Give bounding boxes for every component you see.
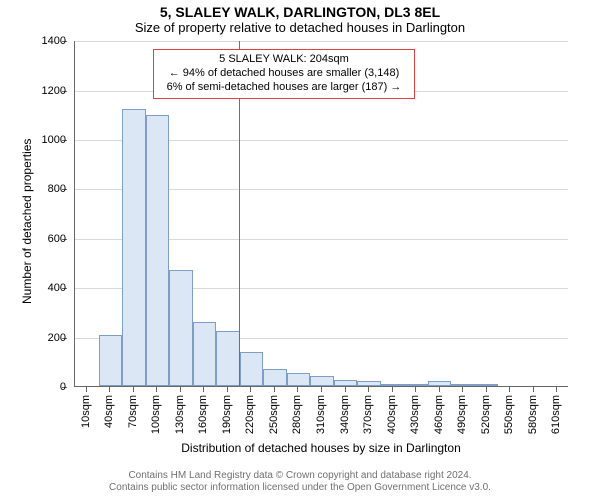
y-tick-label: 1200	[42, 85, 66, 97]
x-tick-label: 310sqm	[315, 395, 327, 434]
histogram-bar	[287, 373, 311, 387]
footer-line-2: Contains public sector information licen…	[0, 482, 600, 494]
x-tick-label: 580sqm	[527, 395, 539, 434]
callout-line: 6% of semi-detached houses are larger (1…	[160, 81, 408, 95]
histogram-bar	[334, 380, 358, 386]
x-axis-label: Distribution of detached houses by size …	[74, 441, 568, 455]
page-title: 5, SLALEY WALK, DARLINGTON, DL3 8EL	[0, 0, 600, 20]
x-tick-label: 10sqm	[80, 395, 92, 428]
histogram-bar	[146, 115, 170, 386]
histogram-bar	[475, 384, 499, 386]
y-tick-label: 0	[60, 381, 66, 393]
x-tick-label: 340sqm	[339, 395, 351, 434]
x-tick-label: 70sqm	[127, 395, 139, 428]
x-tick-label: 460sqm	[433, 395, 445, 434]
histogram-bar	[216, 331, 240, 387]
x-tick-label: 280sqm	[291, 395, 303, 434]
histogram-bar	[99, 335, 123, 386]
histogram-bar	[169, 270, 193, 386]
histogram-bar	[193, 322, 217, 386]
histogram-bar	[428, 381, 452, 386]
plot: 5 SLALEY WALK: 204sqm← 94% of detached h…	[74, 41, 568, 387]
y-tick-label: 400	[48, 282, 66, 294]
x-tick-label: 430sqm	[409, 395, 421, 434]
x-tick-label: 490sqm	[456, 395, 468, 434]
y-tick-label: 800	[48, 183, 66, 195]
gridline	[75, 41, 568, 42]
histogram-bar	[404, 384, 428, 386]
histogram-bar	[310, 376, 334, 386]
histogram-bar	[381, 384, 405, 386]
histogram-bar	[263, 369, 287, 386]
x-tick-label: 100sqm	[150, 395, 162, 434]
footer-line-1: Contains HM Land Registry data © Crown c…	[0, 470, 600, 482]
y-axis-label: Number of detached properties	[20, 139, 34, 304]
callout-title: 5 SLALEY WALK: 204sqm	[160, 53, 408, 67]
histogram-bar	[451, 384, 475, 386]
x-tick-label: 250sqm	[268, 395, 280, 434]
histogram-bar	[357, 381, 381, 386]
x-tick-label: 160sqm	[197, 395, 209, 434]
chart-area: Number of detached properties 0200400600…	[74, 41, 600, 387]
callout-box: 5 SLALEY WALK: 204sqm← 94% of detached h…	[153, 49, 415, 99]
x-tick-label: 550sqm	[503, 395, 515, 434]
callout-line: ← 94% of detached houses are smaller (3,…	[160, 67, 408, 81]
x-tick-label: 520sqm	[480, 395, 492, 434]
x-tick-label: 220sqm	[244, 395, 256, 434]
y-tick-label: 600	[48, 233, 66, 245]
page-subtitle: Size of property relative to detached ho…	[0, 20, 600, 35]
page: { "header": { "title": "5, SLALEY WALK, …	[0, 0, 600, 500]
histogram-bar	[240, 352, 264, 387]
x-tick-label: 190sqm	[221, 395, 233, 434]
x-tick-label: 40sqm	[103, 395, 115, 428]
x-tick-label: 370sqm	[362, 395, 374, 434]
y-tick-label: 200	[48, 332, 66, 344]
x-tick-label: 610sqm	[550, 395, 562, 434]
plot-inner: 5 SLALEY WALK: 204sqm← 94% of detached h…	[75, 41, 568, 386]
y-tick-label: 1400	[42, 35, 66, 47]
histogram-bar	[122, 109, 146, 386]
x-tick-label: 400sqm	[386, 395, 398, 434]
y-tick-label: 1000	[42, 134, 66, 146]
footer: Contains HM Land Registry data © Crown c…	[0, 470, 600, 494]
x-tick-label: 130sqm	[174, 395, 186, 434]
